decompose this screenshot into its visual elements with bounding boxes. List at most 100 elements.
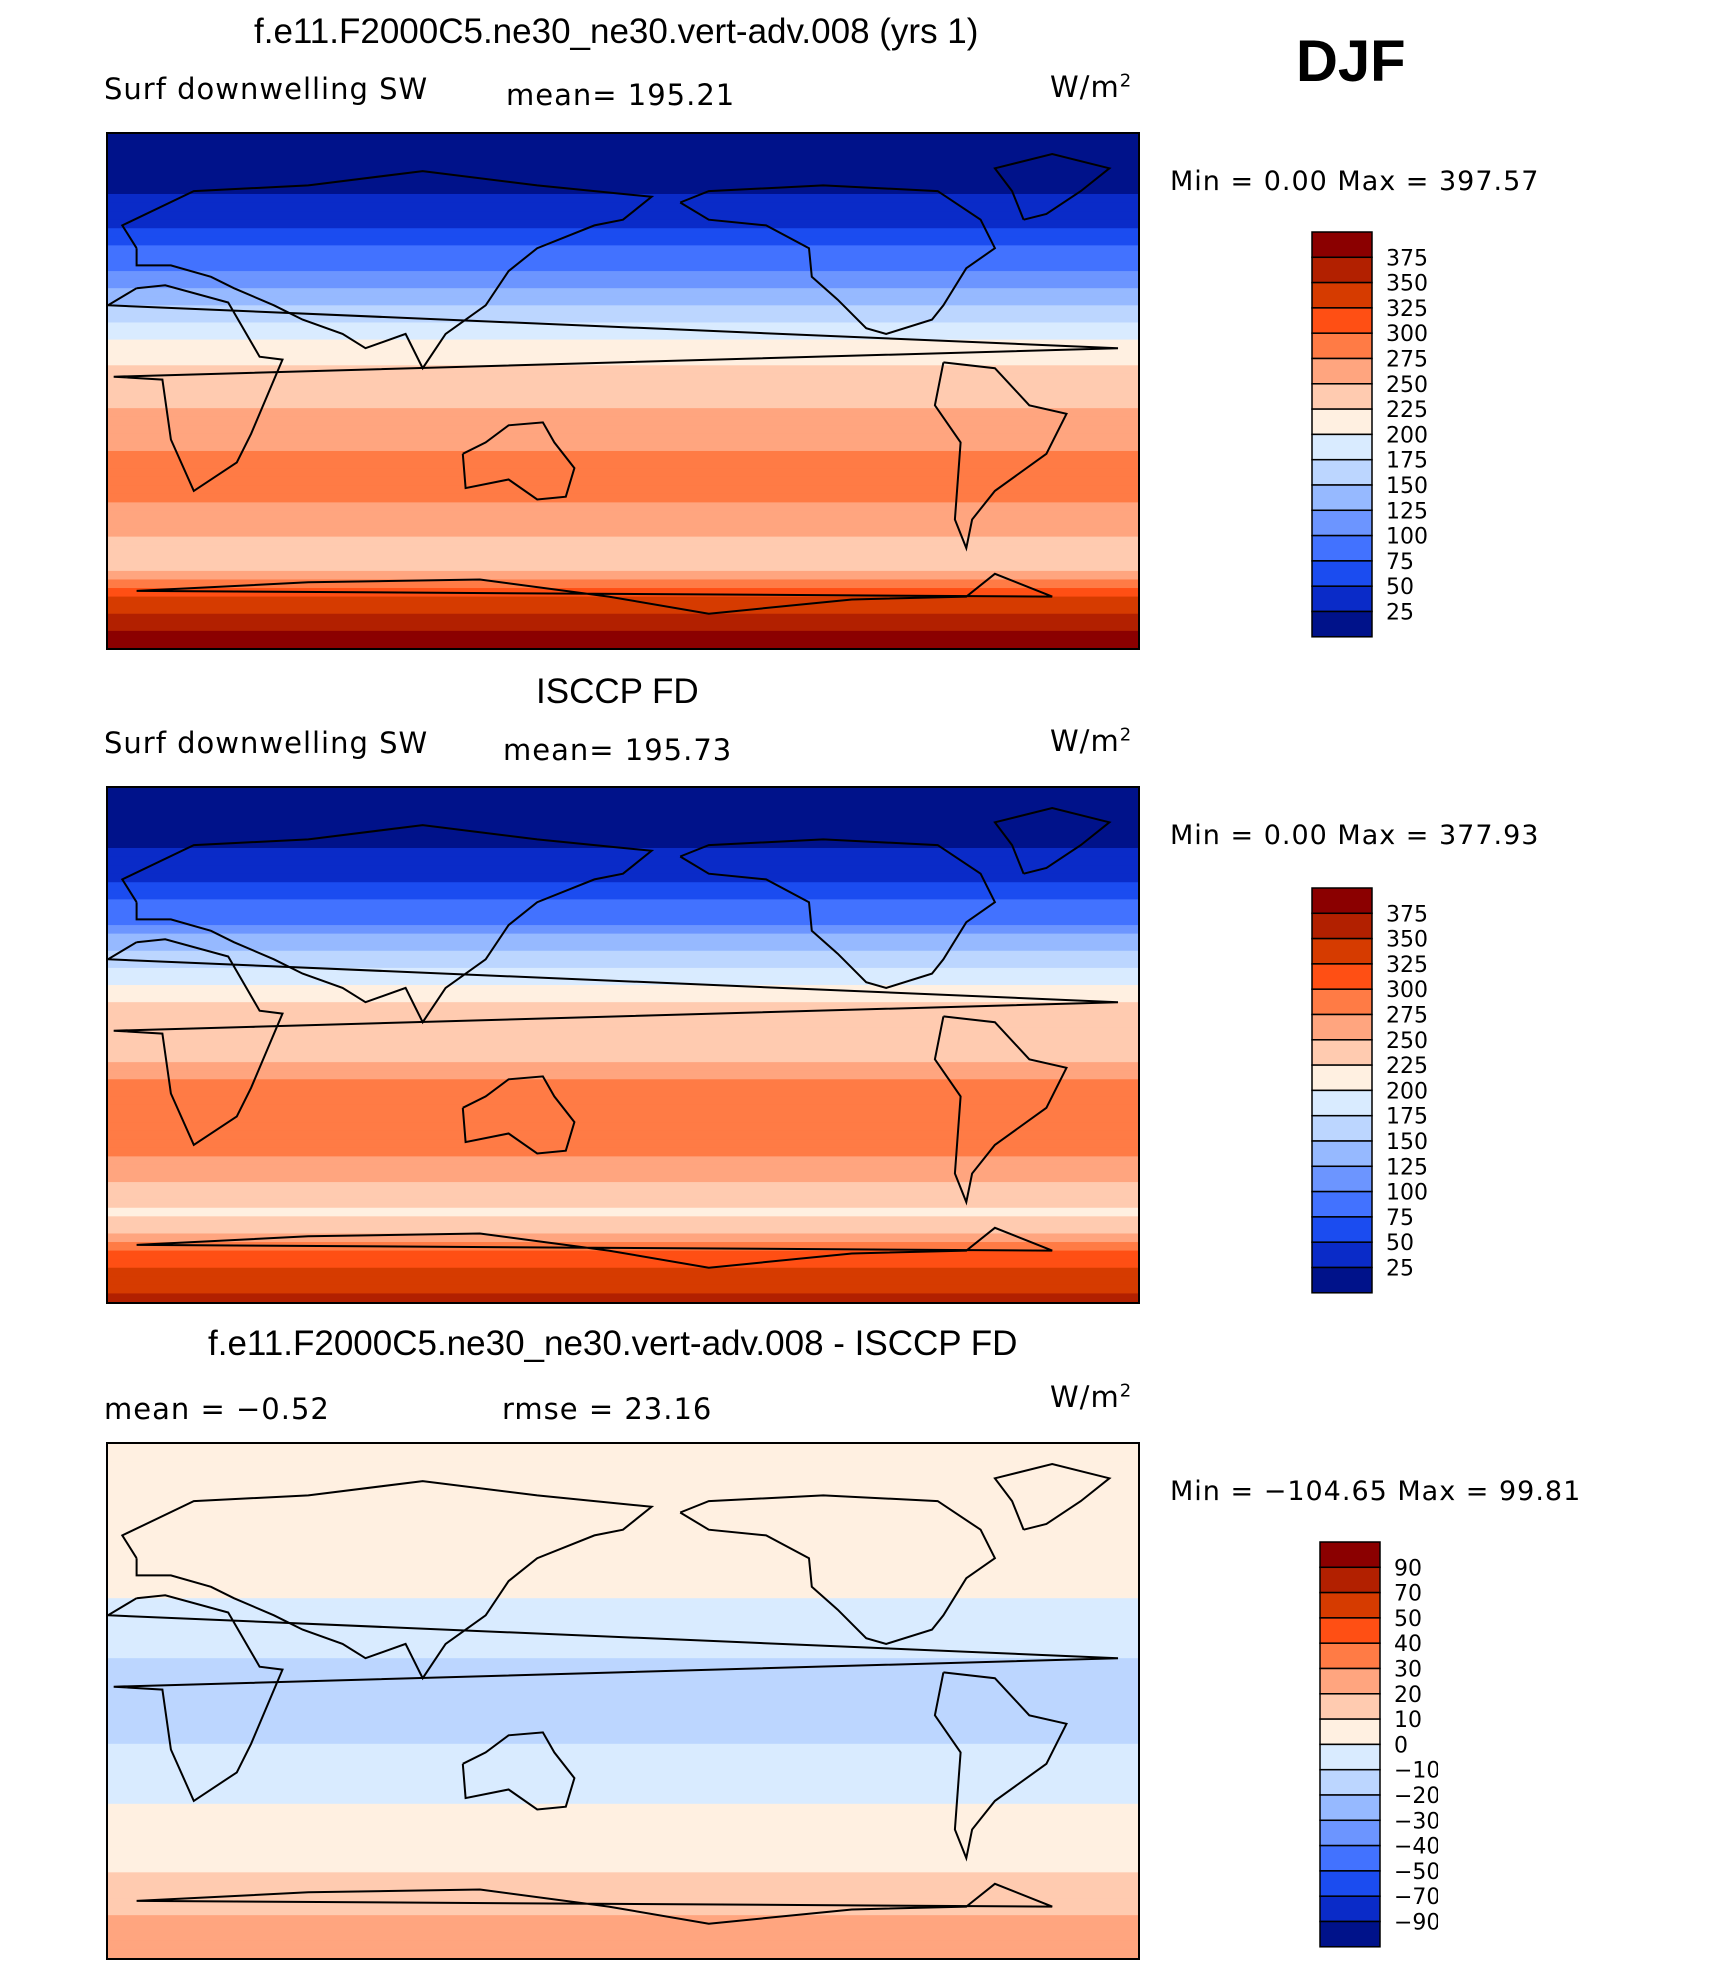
field-band: [108, 459, 1138, 469]
field-band: [108, 1546, 1138, 1556]
field-band: [108, 570, 1138, 581]
field-band: [108, 1795, 1138, 1805]
field-band: [108, 1216, 1138, 1226]
field-band: [108, 151, 1138, 161]
field-band: [108, 253, 1138, 264]
field-band: [108, 1164, 1138, 1175]
colorbar-tick-label: 375: [1386, 902, 1428, 927]
field-band: [108, 373, 1138, 384]
colorbar-tick-label: 275: [1386, 1004, 1428, 1029]
field-band: [108, 959, 1138, 969]
colorbar-swatch: [1311, 585, 1373, 613]
field-band: [108, 1139, 1138, 1149]
field-band: [108, 1940, 1138, 1951]
field-band: [108, 1156, 1138, 1166]
field-band: [108, 288, 1138, 298]
colorbar-tick-label: 175: [1386, 449, 1428, 474]
panel-3-map: [106, 1442, 1140, 1960]
colorbar-tick-label: 10: [1394, 1708, 1422, 1733]
coastline: [120, 1480, 655, 1681]
field-band: [108, 1615, 1138, 1625]
field-band: [108, 219, 1138, 229]
panel-1-variable-label: Surf downwelling SW: [104, 72, 429, 106]
colorbar-tick-label: 200: [1386, 423, 1428, 448]
colorbar-tick-label: −10: [1394, 1759, 1438, 1784]
field-band: [108, 1199, 1138, 1209]
colorbar-tick-label: 225: [1386, 1054, 1428, 1079]
field-band: [108, 1284, 1138, 1295]
field-band: [108, 839, 1138, 849]
field-band: [108, 1267, 1138, 1277]
colorbar-tick-label: 350: [1386, 928, 1428, 953]
field-band: [108, 202, 1138, 212]
season-label: DJF: [1296, 29, 1406, 94]
field-band: [108, 485, 1138, 495]
field-band: [108, 1276, 1138, 1286]
colorbar-swatch: [1319, 1693, 1381, 1720]
coastline: [679, 838, 997, 989]
field-band: [108, 822, 1138, 832]
colorbar-tick-label: −50: [1394, 1860, 1438, 1885]
colorbar-swatch: [1311, 1241, 1373, 1269]
field-band: [108, 1538, 1138, 1548]
field-band: [108, 159, 1138, 169]
colorbar-tick-label: 150: [1386, 474, 1428, 499]
field-band: [108, 450, 1138, 461]
field-band: [108, 279, 1138, 289]
panel-1-map-canvas: [108, 134, 1138, 648]
colorbar-swatch: [1311, 307, 1373, 334]
field-band: [108, 796, 1138, 806]
field-band: [108, 1563, 1138, 1574]
colorbar-swatch: [1311, 332, 1373, 360]
field-band: [108, 502, 1138, 512]
colorbar-tick-label: 300: [1386, 978, 1428, 1003]
colorbar-swatch: [1319, 1743, 1381, 1771]
colorbar-swatch: [1311, 357, 1373, 385]
colorbar-tick-label: −20: [1394, 1784, 1438, 1809]
field-band: [108, 1070, 1138, 1080]
field-band: [108, 1658, 1138, 1668]
field-band: [108, 925, 1138, 935]
colorbar-swatch: [1311, 937, 1373, 965]
colorbar-swatch: [1319, 1844, 1381, 1872]
field-band: [108, 985, 1138, 995]
coastline: [136, 1882, 1053, 1925]
field-band: [108, 1726, 1138, 1736]
field-band: [108, 339, 1138, 349]
colorbar-swatch: [1311, 1190, 1373, 1218]
field-band: [108, 1478, 1138, 1488]
field-band: [108, 433, 1138, 443]
field-band: [108, 1087, 1138, 1097]
field-band: [108, 468, 1138, 478]
field-band: [108, 1820, 1138, 1831]
colorbar-tick-label: 325: [1386, 297, 1428, 322]
field-band: [108, 185, 1138, 195]
field-band: [108, 1718, 1138, 1728]
field-band: [108, 1242, 1138, 1252]
field-band: [108, 1224, 1138, 1235]
colorbar-swatch: [1319, 1718, 1381, 1746]
colorbar-swatch: [1319, 1642, 1381, 1670]
field-band: [108, 493, 1138, 503]
colorbar-swatch: [1319, 1870, 1381, 1897]
panel-2-map-canvas: [108, 788, 1138, 1302]
colorbar-tick-label: 25: [1386, 601, 1414, 626]
field-band: [108, 1173, 1138, 1183]
colorbar-tick-label: 125: [1386, 1155, 1428, 1180]
field-band: [108, 1259, 1138, 1269]
field-band: [108, 1778, 1138, 1788]
field-band: [108, 399, 1138, 409]
field-band: [108, 1812, 1138, 1822]
field-band: [108, 865, 1138, 875]
colorbar-tick-label: 250: [1386, 1029, 1428, 1054]
colorbar-swatch: [1311, 988, 1373, 1016]
field-band: [108, 933, 1138, 943]
field-band: [108, 1855, 1138, 1865]
field-band: [108, 1760, 1138, 1771]
field-band: [108, 1846, 1138, 1856]
coastline: [461, 421, 576, 501]
field-band: [108, 331, 1138, 341]
field-band: [108, 993, 1138, 1003]
field-band: [108, 236, 1138, 246]
field-band: [108, 967, 1138, 978]
